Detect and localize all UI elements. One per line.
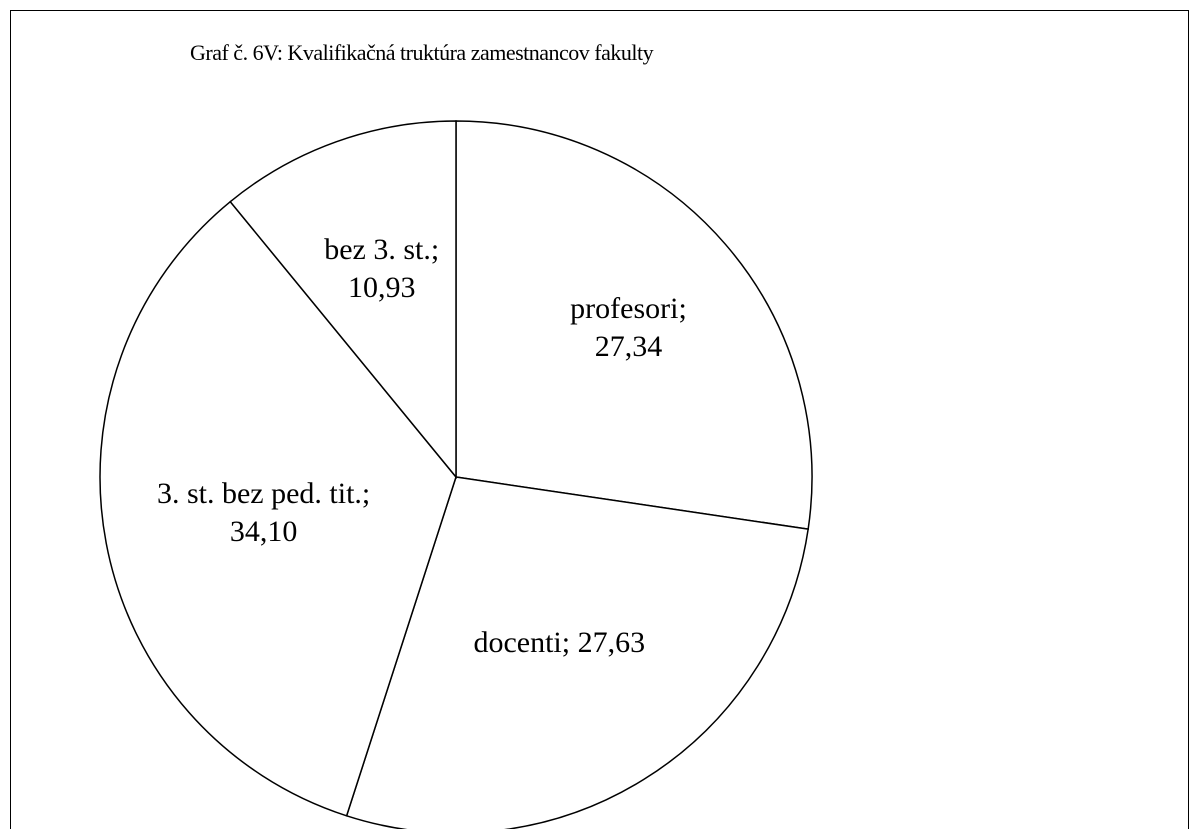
pie-slice <box>229 120 457 480</box>
data-label: docenti; 27,63 <box>429 598 689 688</box>
value-label: 10,93 <box>347 271 416 305</box>
data-label-text: bez 3. st.; 10,93 <box>297 231 467 307</box>
data-label-box: 3. st. bez ped. tit.; 34,10 <box>156 468 371 558</box>
data-label-text: 3. st. bez ped. tit.; 34,10 <box>156 475 371 551</box>
data-label-box: docenti; 27,63 <box>429 598 689 688</box>
label-separator: ; <box>361 477 371 511</box>
pie-slice <box>99 200 457 817</box>
pie-slice <box>455 120 813 531</box>
value-label: 34,10 <box>229 515 298 549</box>
category-name: 3. st. bez ped. tit. <box>156 477 362 511</box>
label-separator: ; <box>561 626 571 660</box>
category-name: docenti <box>473 626 562 660</box>
data-label-text: docenti; 27,63 <box>473 624 645 662</box>
category-name: profesori <box>570 292 679 326</box>
pie-slice <box>345 476 810 829</box>
data-label-box: bez 3. st.; 10,93 <box>297 224 467 314</box>
data-label: 3. st. bez ped. tit.; 34,10 <box>156 468 371 558</box>
value-label: 27,63 <box>577 626 646 660</box>
category-name: bez 3. st. <box>324 233 431 267</box>
label-separator: ; <box>678 292 687 326</box>
chart-title: Graf č. 6V: Kvalifikačná truktúra zamest… <box>190 40 654 65</box>
label-separator: ; <box>430 233 440 267</box>
data-label-box: profesori; 27,34 <box>544 283 714 373</box>
data-label: profesori; 27,34 <box>544 283 714 373</box>
data-label-text: profesori; 27,34 <box>544 290 714 366</box>
value-label: 27,34 <box>594 330 663 364</box>
data-label: bez 3. st.; 10,93 <box>297 224 467 314</box>
